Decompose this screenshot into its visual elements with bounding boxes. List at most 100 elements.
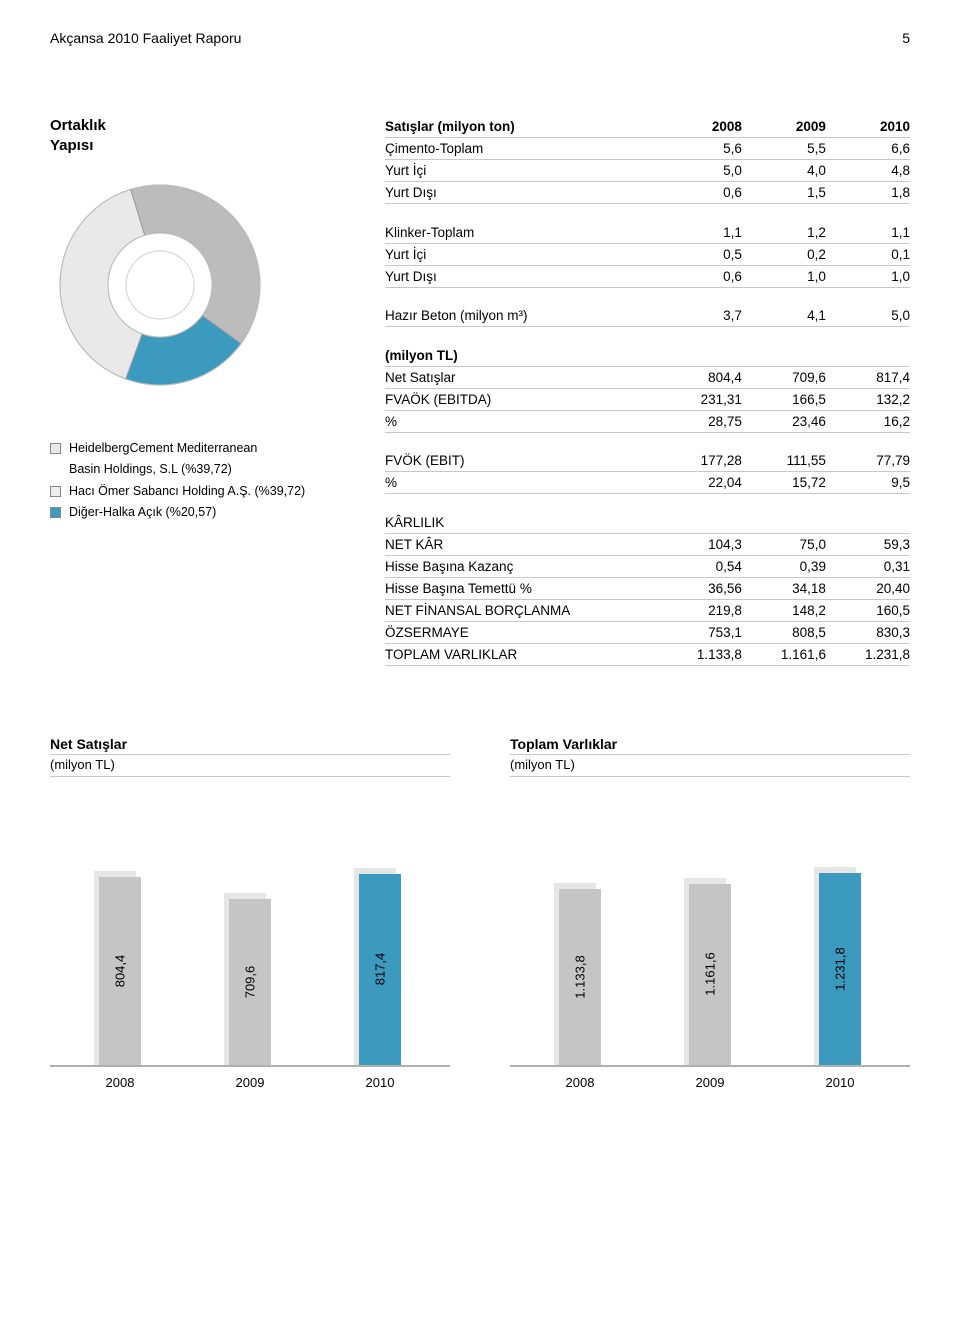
bar: 1.133,8: [559, 889, 601, 1065]
cell-value: 59,3: [826, 533, 910, 555]
table-header-row: Satışlar (milyon ton)200820092010: [385, 116, 910, 138]
left-column: Ortaklık Yapısı HeidelbergCement Mediter…: [50, 116, 330, 666]
cell-value: 132,2: [826, 388, 910, 410]
cell-value: 0,6: [658, 265, 742, 287]
ortaklik-title: Ortaklık Yapısı: [50, 116, 330, 155]
cell-value: 830,3: [826, 621, 910, 643]
legend-swatch: [50, 486, 61, 497]
table-row: TOPLAM VARLIKLAR1.133,81.161,61.231,8: [385, 643, 910, 665]
cell-value: 1,2: [742, 222, 826, 244]
cell-value: 1,5: [742, 182, 826, 204]
bar: 817,4: [359, 874, 401, 1065]
chart-title: Net Satışlar: [50, 736, 450, 755]
x-axis-label: 2009: [670, 1075, 750, 1090]
cell-value: 231,31: [658, 388, 742, 410]
page-number: 5: [902, 30, 910, 46]
table-row: Yurt İçi0,50,20,1: [385, 243, 910, 265]
legend-item: HeidelbergCement Mediterranean: [50, 438, 330, 459]
table-row: Çimento-Toplam5,65,56,6: [385, 138, 910, 160]
bar-value-label: 709,6: [243, 965, 258, 998]
row-label: Hazır Beton (milyon m³): [385, 305, 658, 327]
year-header: 2010: [826, 116, 910, 138]
cell-value: 5,0: [658, 160, 742, 182]
bar: 1.161,6: [689, 884, 731, 1065]
cell-value: 1.133,8: [658, 643, 742, 665]
cell-value: 3,7: [658, 305, 742, 327]
bar-group: 817,4: [340, 874, 420, 1065]
bar-value-label: 817,4: [373, 953, 388, 986]
row-label: Yurt Dışı: [385, 182, 658, 204]
cell-value: 1.161,6: [742, 643, 826, 665]
report-title: Akçansa 2010 Faaliyet Raporu: [50, 30, 241, 46]
row-label: Çimento-Toplam: [385, 138, 658, 160]
bar-group: 1.161,6: [670, 884, 750, 1065]
right-column: Satışlar (milyon ton)200820092010Çimento…: [385, 116, 910, 666]
year-header: 2009: [742, 116, 826, 138]
bar-charts-row: Net Satışlar (milyon TL) 804,4 709,6 817,4…: [50, 736, 910, 1090]
bar-value-label: 1.161,6: [703, 952, 718, 995]
cell-value: 16,2: [826, 410, 910, 432]
cell-value: 0,39: [742, 555, 826, 577]
legend-item: Diğer-Halka Açık (%20,57): [50, 502, 330, 523]
bar: 709,6: [229, 899, 271, 1065]
legend-item: Basin Holdings, S.L (%39,72): [50, 459, 330, 480]
cell-value: 4,8: [826, 160, 910, 182]
donut-legend: HeidelbergCement MediterraneanBasin Hold…: [50, 438, 330, 523]
bar-value-label: 1.133,8: [573, 955, 588, 998]
table-row: Hisse Başına Temettü %36,5634,1820,40: [385, 577, 910, 599]
cell-value: 166,5: [742, 388, 826, 410]
bar-group: 709,6: [210, 899, 290, 1065]
legend-swatch: [50, 507, 61, 518]
table-row: Net Satışlar804,4709,6817,4: [385, 366, 910, 388]
legend-label: Diğer-Halka Açık (%20,57): [69, 502, 216, 523]
table-row: NET FİNANSAL BORÇLANMA219,8148,2160,5: [385, 599, 910, 621]
page-header: Akçansa 2010 Faaliyet Raporu 5: [50, 30, 910, 46]
row-label: %: [385, 410, 658, 432]
bar-value-label: 804,4: [113, 954, 128, 987]
row-label: (milyon TL): [385, 345, 658, 367]
table-row: %28,7523,4616,2: [385, 410, 910, 432]
cell-value: 36,56: [658, 577, 742, 599]
row-label: ÖZSERMAYE: [385, 621, 658, 643]
x-axis-label: 2008: [540, 1075, 620, 1090]
x-axis-label: 2010: [340, 1075, 420, 1090]
table-row: Hisse Başına Kazanç0,540,390,31: [385, 555, 910, 577]
cell-value: 817,4: [826, 366, 910, 388]
cell-value: 1,1: [658, 222, 742, 244]
chart-subtitle: (milyon TL): [510, 757, 910, 777]
legend-label: Hacı Ömer Sabancı Holding A.Ş. (%39,72): [69, 481, 305, 502]
chart-subtitle: (milyon TL): [50, 757, 450, 777]
cell-value: 5,5: [742, 138, 826, 160]
table-header-row: (milyon TL): [385, 345, 910, 367]
chart-title: Toplam Varlıklar: [510, 736, 910, 755]
cell-value: 160,5: [826, 599, 910, 621]
cell-value: 148,2: [742, 599, 826, 621]
row-label: Yurt İçi: [385, 243, 658, 265]
cell-value: 111,55: [742, 450, 826, 472]
cell-value: 1,0: [826, 265, 910, 287]
net-satislar-chart: Net Satışlar (milyon TL) 804,4 709,6 817,4…: [50, 736, 450, 1090]
legend-label: Basin Holdings, S.L (%39,72): [69, 459, 232, 480]
row-label: %: [385, 472, 658, 494]
cell-value: 0,31: [826, 555, 910, 577]
bar-group: 1.133,8: [540, 889, 620, 1065]
table-row: ÖZSERMAYE753,1808,5830,3: [385, 621, 910, 643]
bar-value-label: 1.231,8: [833, 947, 848, 990]
cell-value: 5,6: [658, 138, 742, 160]
cell-value: 0,5: [658, 243, 742, 265]
row-label: NET KÂR: [385, 533, 658, 555]
cell-value: 804,4: [658, 366, 742, 388]
financial-table: Satışlar (milyon ton)200820092010Çimento…: [385, 116, 910, 666]
row-label: Yurt Dışı: [385, 265, 658, 287]
cell-value: 5,0: [826, 305, 910, 327]
cell-value: 20,40: [826, 577, 910, 599]
cell-value: 753,1: [658, 621, 742, 643]
year-header: 2008: [658, 116, 742, 138]
table-row: KÂRLILIK: [385, 512, 910, 534]
legend-item: Hacı Ömer Sabancı Holding A.Ş. (%39,72): [50, 481, 330, 502]
cell-value: 177,28: [658, 450, 742, 472]
table-row: Hazır Beton (milyon m³)3,74,15,0: [385, 305, 910, 327]
row-label: Hisse Başına Kazanç: [385, 555, 658, 577]
x-axis-label: 2008: [80, 1075, 160, 1090]
cell-value: 0,1: [826, 243, 910, 265]
